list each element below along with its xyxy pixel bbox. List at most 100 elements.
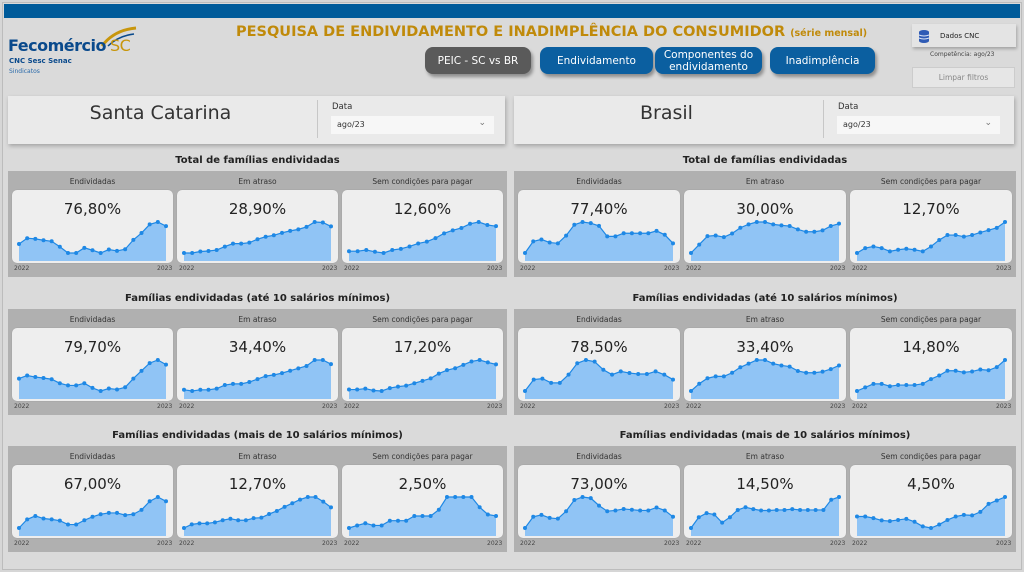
sparkline-point <box>896 247 901 252</box>
sparkline-point <box>424 239 429 244</box>
sparkline-point <box>547 515 552 520</box>
sparkline-point <box>779 223 784 228</box>
sparkline-point <box>17 526 21 530</box>
kpi-card: 76,80% <box>12 190 173 263</box>
nav-peic-sc-vs-br[interactable]: PEIC - SC vs BR <box>425 47 531 74</box>
sparkline-point <box>653 369 658 374</box>
sparkline-point <box>267 512 272 517</box>
kpi-card: 17,20% <box>342 328 503 401</box>
section-container: Endividadas 78,50% 2022 2023 Em atraso 33,40%… <box>514 309 1016 415</box>
sparkline-point <box>929 377 933 382</box>
divider <box>317 100 318 138</box>
sparkline-point <box>735 507 740 512</box>
sparkline-point <box>313 495 318 499</box>
axis-end-year: 2023 <box>487 403 503 410</box>
sparkline-point <box>953 368 958 373</box>
sparkline-chart <box>523 220 675 261</box>
clear-filters-button[interactable]: Limpar filtros <box>912 67 1015 88</box>
sparkline-point <box>404 518 409 523</box>
sparkline-point <box>231 381 235 386</box>
sparkline-point <box>912 247 917 252</box>
sparkline-point <box>82 245 87 250</box>
sparkline-point <box>494 224 498 229</box>
sparkline-point <box>580 495 585 499</box>
sparkline-point <box>887 384 892 389</box>
sparkline-point <box>33 236 38 241</box>
sparkline-point <box>671 377 675 382</box>
sparkline-point <box>139 231 144 236</box>
sparkline-point <box>280 230 284 235</box>
sparkline-point <box>929 526 933 530</box>
date-filter-label: Data <box>332 102 353 112</box>
sparkline-point <box>206 249 211 254</box>
nav-inadimplencia[interactable]: Inadimplência <box>770 47 875 74</box>
sparkline-point <box>531 377 536 382</box>
axis-end-year: 2023 <box>830 403 846 410</box>
axis-start-year: 2022 <box>14 403 30 410</box>
sparkline-point <box>347 526 351 530</box>
sparkline-point <box>572 497 577 502</box>
sparkline-chart <box>689 220 841 261</box>
sparkline-point <box>355 249 360 254</box>
date-filter-label: Data <box>838 102 859 112</box>
axis-end-year: 2023 <box>664 265 680 272</box>
sparkline-point <box>738 225 743 230</box>
section-container: Endividadas 76,80% 2022 2023 Em atraso 28,90%… <box>8 171 507 277</box>
sparkline-point <box>697 242 702 247</box>
sparkline-point <box>779 363 784 368</box>
axis-start-year: 2022 <box>14 265 30 272</box>
date-dropdown[interactable]: ago/23 ⌄ <box>837 116 1000 134</box>
axis-end-year: 2023 <box>664 403 680 410</box>
sparkline-point <box>564 233 569 238</box>
sparkline-area <box>525 497 673 536</box>
axis-start-year: 2022 <box>520 403 536 410</box>
sparkline-chart <box>523 495 675 536</box>
sparkline-point <box>296 366 301 371</box>
nav-endividamento[interactable]: Endividamento <box>540 47 653 74</box>
sparkline-point <box>613 508 618 513</box>
kpi-value: 14,50% <box>736 475 794 493</box>
date-dropdown[interactable]: ago/23 ⌄ <box>331 116 494 134</box>
sparkline-point <box>469 495 474 499</box>
sparkline-point <box>771 222 776 227</box>
sparkline-point <box>795 368 800 373</box>
sparkline-point <box>304 363 309 368</box>
sparkline-chart <box>182 495 333 536</box>
sparkline-point <box>476 220 481 224</box>
sparkline-point <box>662 232 667 237</box>
nav-componentes-endividamento[interactable]: Componentes do endividamento <box>655 47 762 74</box>
card-label: Endividadas <box>576 315 622 324</box>
dados-cnc-button[interactable]: Dados CNC <box>912 24 1016 47</box>
sparkline-point <box>994 225 999 230</box>
sparkline-point <box>920 249 925 254</box>
kpi-value: 28,90% <box>228 200 287 218</box>
sparkline-point <box>459 225 464 230</box>
sparkline-point <box>74 383 79 388</box>
sparkline-point <box>978 367 983 372</box>
sparkline-point <box>381 251 386 255</box>
sparkline-point <box>371 523 376 528</box>
sparkline-point <box>961 234 966 239</box>
sparkline-point <box>713 374 718 379</box>
sparkline-point <box>239 381 244 386</box>
sparkline-point <box>251 516 256 521</box>
sparkline-point <box>855 389 859 393</box>
sparkline-point <box>461 362 466 367</box>
sparkline-point <box>416 241 421 246</box>
axis-end-year: 2023 <box>322 403 338 410</box>
sparkline-point <box>255 237 260 242</box>
sparkline-chart <box>182 358 333 399</box>
sparkline-point <box>485 512 490 517</box>
sparkline-point <box>212 520 217 525</box>
sparkline-point <box>49 239 54 244</box>
axis-end-year: 2023 <box>664 540 680 547</box>
section-title: Famílias endividadas (até 10 salários mí… <box>632 293 898 304</box>
kpi-value: 33,40% <box>736 338 794 356</box>
fecomercio-logo: Fecomércio SC CNC Sesc Senac Sindicatos <box>8 26 138 78</box>
sparkline-point <box>821 507 826 512</box>
sparkline-point <box>549 380 554 385</box>
sparkline-point <box>629 231 634 236</box>
sparkline-point <box>1003 495 1007 499</box>
sparkline-point <box>727 515 732 520</box>
kpi-card: 67,00% <box>12 465 173 538</box>
